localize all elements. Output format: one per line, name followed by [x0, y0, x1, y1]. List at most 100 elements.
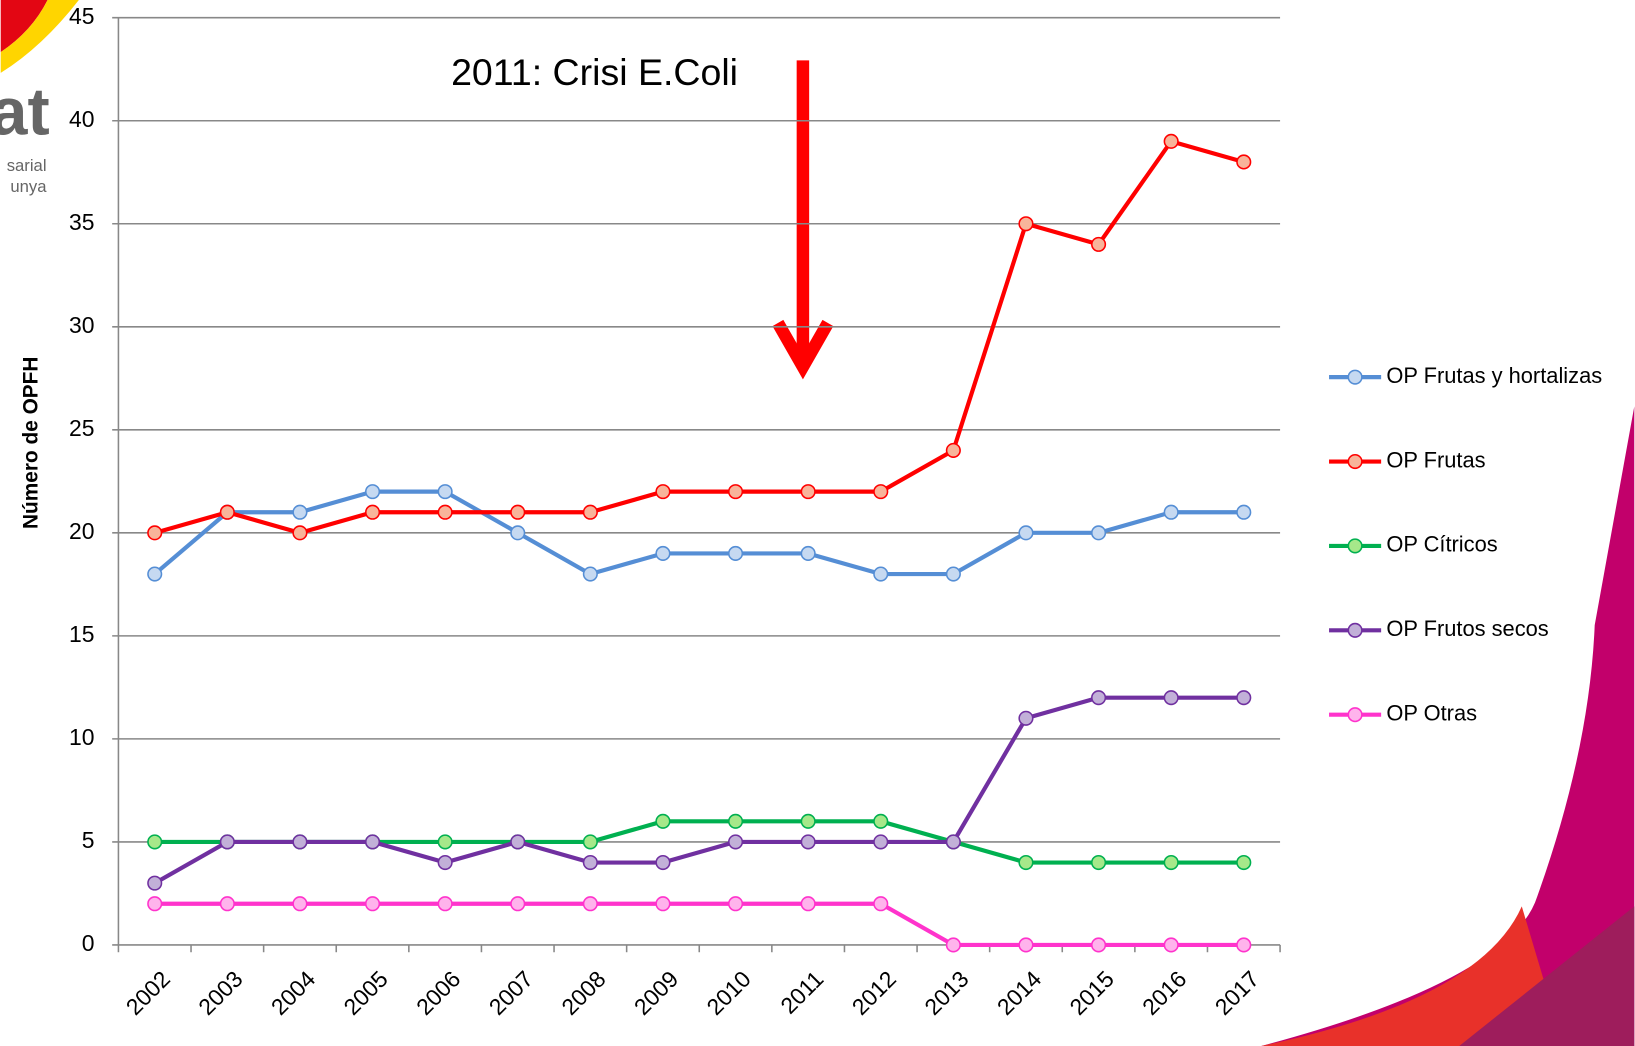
point [582, 854, 598, 871]
point [219, 504, 235, 520]
point [147, 896, 163, 912]
point [800, 545, 816, 561]
point [1163, 690, 1179, 706]
point [1163, 504, 1179, 520]
arrow-head [772, 319, 834, 380]
point [873, 896, 889, 912]
point [1018, 525, 1034, 541]
logo-shape [0, 0, 48, 53]
point [1091, 854, 1107, 871]
point [1236, 937, 1252, 953]
x-tick-label: 2017 [1210, 966, 1264, 1020]
decor-shape [1261, 906, 1564, 1046]
point [364, 896, 381, 912]
point [800, 813, 816, 829]
logo-text: at [0, 75, 50, 149]
point [1018, 216, 1034, 232]
legend-label: OP Cítricos [1386, 532, 1497, 557]
y-tick-label: 0 [82, 930, 95, 956]
logo-text: sarial [7, 156, 47, 175]
series-line [153, 489, 1244, 577]
point [510, 896, 526, 912]
point [437, 834, 453, 850]
point [655, 484, 671, 500]
point [147, 875, 163, 891]
x-tick-label: 2002 [121, 966, 175, 1020]
y-tick-label: 5 [82, 827, 95, 853]
legend-marker [1347, 369, 1363, 385]
y-tick-label: 15 [69, 621, 94, 647]
legend-label: OP Frutos secos [1386, 616, 1548, 641]
y-tick-label: 25 [69, 415, 94, 441]
x-tick-label: 2004 [266, 965, 321, 1020]
point [510, 504, 526, 520]
point [219, 896, 235, 912]
x-tick-label: 2012 [847, 966, 901, 1020]
point [800, 896, 816, 912]
x-tick-label: 2013 [919, 966, 973, 1020]
point [1163, 854, 1179, 871]
point [728, 813, 744, 829]
point [292, 896, 308, 912]
point [1236, 154, 1252, 170]
point [1236, 854, 1252, 871]
legend-label: OP Frutas y hortalizas [1386, 363, 1602, 388]
point [873, 484, 889, 500]
point [292, 525, 308, 541]
y-tick-label: 20 [69, 518, 94, 544]
point [437, 504, 453, 520]
point [1163, 937, 1179, 953]
x-tick-label: 2007 [484, 966, 538, 1020]
point [437, 854, 453, 871]
legend-marker [1347, 707, 1363, 723]
legend-label: OP Otras [1386, 700, 1477, 725]
point [147, 834, 163, 850]
point [219, 834, 235, 850]
point [945, 937, 961, 953]
point [873, 566, 889, 582]
point [873, 834, 889, 850]
point [1163, 133, 1179, 149]
annotation: 2011: Crisi E.Coli [451, 51, 738, 93]
x-tick-label: 2005 [338, 966, 392, 1020]
point [800, 484, 816, 500]
logo-text: unya [10, 177, 47, 196]
point [728, 545, 744, 561]
point [147, 566, 163, 582]
x-tick-label: 2015 [1064, 966, 1118, 1020]
x-tick-label: 2006 [411, 966, 465, 1020]
point [582, 896, 598, 912]
legend-marker [1347, 453, 1363, 470]
series-line [154, 901, 1244, 948]
y-tick-label: 30 [69, 312, 94, 338]
legend-marker [1347, 538, 1363, 554]
point [728, 834, 744, 850]
point [1018, 937, 1034, 953]
point [728, 896, 744, 912]
point [1018, 710, 1034, 726]
x-tick-label: 2003 [193, 966, 247, 1020]
point [582, 504, 598, 520]
point [582, 834, 598, 850]
x-tick-label: 2008 [556, 966, 610, 1020]
x-tick-label: 2010 [701, 966, 755, 1020]
y-axis-label: Número de OPFH [19, 357, 42, 529]
point [582, 566, 598, 582]
point [292, 834, 308, 850]
point [1091, 236, 1107, 252]
point [1236, 690, 1252, 706]
point [292, 504, 308, 520]
logo-shape [0, 0, 79, 73]
point [1091, 937, 1107, 953]
series-line [153, 695, 1244, 885]
point [1236, 504, 1252, 520]
y-tick-label: 10 [69, 724, 94, 750]
x-tick-label: 2016 [1137, 966, 1191, 1020]
point [147, 525, 163, 541]
series-line [154, 139, 1245, 535]
point [510, 525, 526, 541]
point [1091, 690, 1107, 706]
point [655, 813, 671, 829]
y-tick-label: 45 [69, 3, 94, 29]
legend-label: OP Frutas [1386, 447, 1485, 472]
